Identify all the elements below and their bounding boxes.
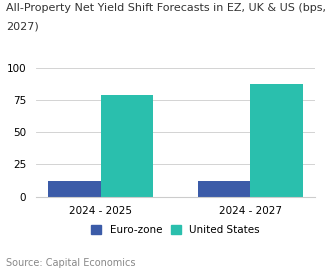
Bar	[198, 181, 250, 197]
Legend: Euro-zone, United States: Euro-zone, United States	[91, 225, 260, 235]
Text: All-Property Net Yield Shift Forecasts in EZ, UK & US (bps, 2023 -: All-Property Net Yield Shift Forecasts i…	[6, 3, 325, 13]
Bar	[48, 181, 101, 197]
Bar	[101, 95, 153, 197]
Text: Source: Capital Economics: Source: Capital Economics	[6, 257, 136, 268]
Text: 2027): 2027)	[6, 22, 39, 32]
Bar	[250, 84, 303, 197]
